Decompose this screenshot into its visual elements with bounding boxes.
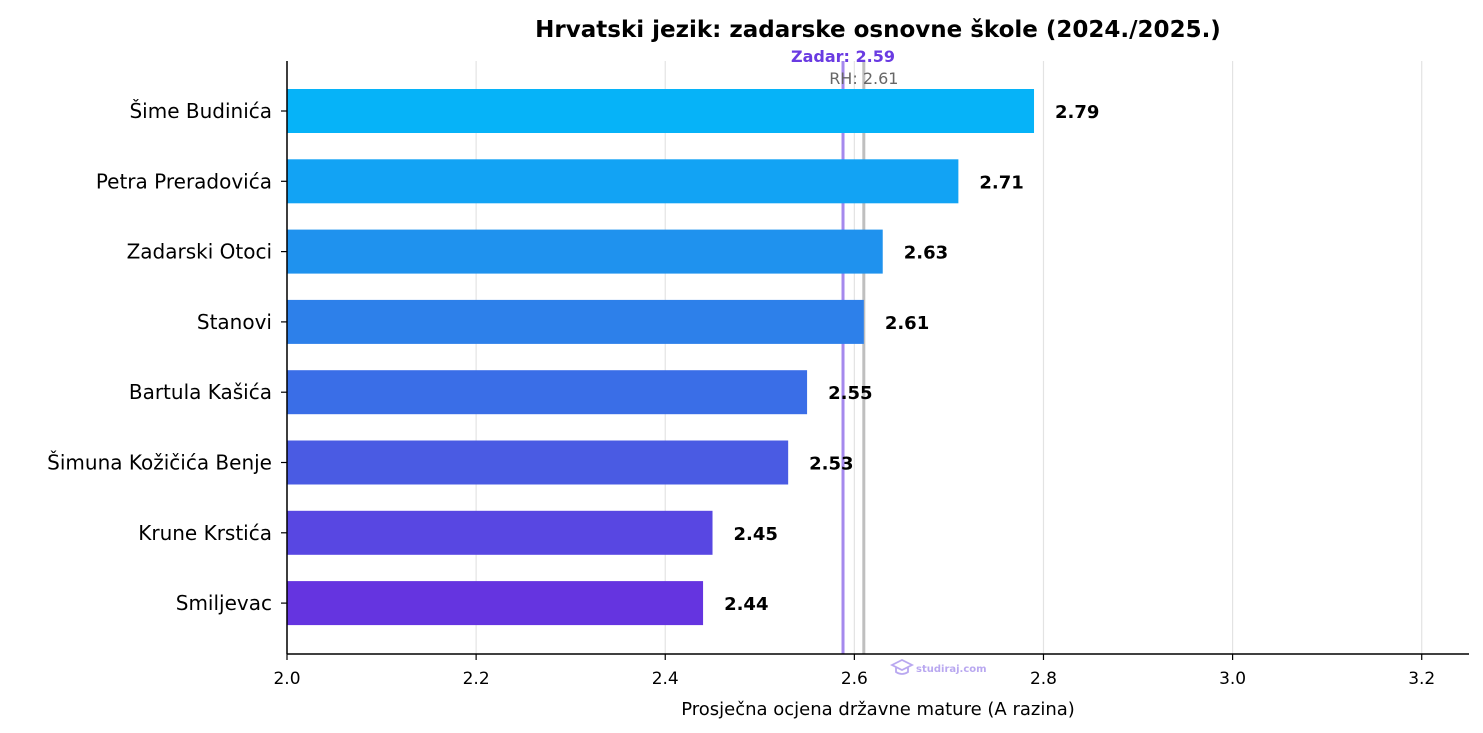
watermark: studiraj.com [889, 658, 987, 675]
y-tick-label: Stanovi [197, 310, 272, 334]
graduation-cap-icon [889, 658, 915, 675]
x-tick-label: 3.0 [1219, 669, 1246, 689]
y-tick-label: Zadarski Otoci [127, 240, 272, 264]
bar-value-label: 2.45 [734, 524, 778, 545]
x-tick-label: 2.8 [1030, 669, 1057, 689]
bar-value-label: 2.79 [1055, 102, 1099, 123]
y-tick-label: Bartula Kašića [129, 380, 272, 404]
bar [287, 510, 713, 555]
y-tick-label: Šime Budinića [129, 99, 272, 123]
bar [287, 299, 864, 344]
x-tick-label: 2.4 [652, 669, 679, 689]
x-tick-label: 3.2 [1408, 669, 1435, 689]
x-axis-label: Prosječna ocjena državne mature (A razin… [681, 699, 1075, 720]
axes [286, 61, 1469, 655]
bar [287, 159, 959, 204]
reference-label-zadar: Zadar: 2.59 [791, 47, 895, 66]
watermark-text: studiraj.com [916, 664, 987, 675]
bar-value-label: 2.53 [809, 454, 853, 475]
reference-lines: Zadar: 2.59 RH: 2.61 [791, 47, 898, 654]
grid-lines [286, 61, 1423, 654]
bar-value-label: 2.63 [904, 243, 948, 264]
chart-title: Hrvatski jezik: zadarske osnovne škole (… [535, 17, 1221, 43]
bar-value-label: 2.55 [828, 383, 872, 404]
bar [287, 440, 789, 485]
x-tick-label: 2.0 [273, 669, 300, 689]
y-tick-label: Petra Preradovića [96, 169, 272, 193]
bar [287, 581, 704, 626]
y-tick-label: Smiljevac [176, 591, 272, 615]
bar [287, 89, 1035, 133]
y-tick-label: Šimuna Kožičića Benje [47, 451, 272, 475]
x-tick-label: 2.2 [463, 669, 490, 689]
y-tick-labels: Šime Budinića Petra Preradovića Zadarski O… [47, 99, 287, 615]
y-tick-label: Krune Krstića [138, 521, 272, 545]
bar-value-label: 2.61 [885, 313, 929, 334]
reference-label-rh: RH: 2.61 [829, 69, 898, 88]
bar-value-label: 2.71 [979, 172, 1023, 193]
x-tick-labels: 2.0 2.2 2.4 2.6 2.8 3.0 3.2 [273, 654, 1435, 689]
bars [287, 89, 1035, 626]
bar [287, 370, 808, 415]
bar-value-label: 2.44 [724, 594, 768, 615]
value-labels: 2.79 2.71 2.63 2.61 2.55 2.53 2.45 2.44 [724, 102, 1099, 615]
bar [287, 229, 883, 274]
x-tick-label: 2.6 [841, 669, 868, 689]
